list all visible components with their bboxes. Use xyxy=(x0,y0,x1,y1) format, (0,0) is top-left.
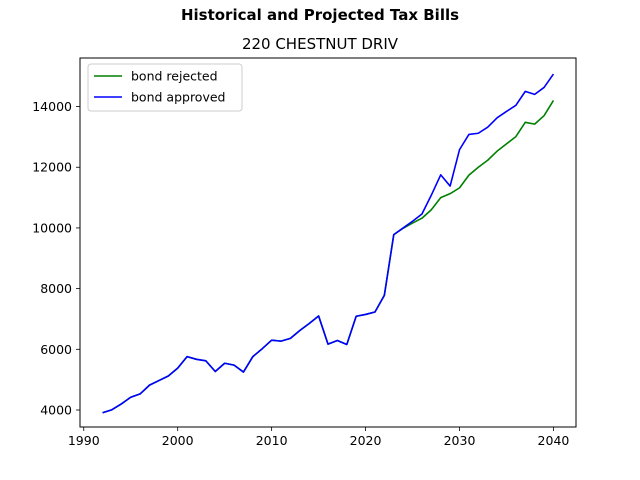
series-line-1 xyxy=(102,73,555,414)
x-tick-label: 2000 xyxy=(162,433,194,448)
series-layer xyxy=(102,73,555,414)
chart-suptitle: Historical and Projected Tax Bills xyxy=(180,6,460,24)
y-tick-label: 14000 xyxy=(32,99,72,114)
legend-label-0: bond rejected xyxy=(131,69,218,84)
legend-box xyxy=(87,63,243,112)
x-tick-label: 2030 xyxy=(444,433,476,448)
x-tick-label: 2040 xyxy=(538,433,570,448)
y-tick-label: 6000 xyxy=(40,342,72,357)
x-tick-label: 1990 xyxy=(68,433,100,448)
legend: bond rejected bond approved xyxy=(87,63,243,112)
series-line-0 xyxy=(102,100,555,414)
x-axis: 1990 2000 2010 2020 2030 2040 xyxy=(68,427,570,448)
y-tick-label: 8000 xyxy=(40,281,72,296)
y-axis: 4000 6000 8000 10000 12000 14000 xyxy=(32,99,80,418)
plot-frame xyxy=(79,57,577,428)
y-tick-label: 12000 xyxy=(32,160,72,175)
legend-label-1: bond approved xyxy=(131,90,225,105)
x-tick-label: 2020 xyxy=(350,433,382,448)
chart-title: 220 CHESTNUT DRIV xyxy=(241,35,399,53)
y-tick-label: 4000 xyxy=(40,403,72,418)
x-tick-label: 2010 xyxy=(256,433,288,448)
y-tick-label: 10000 xyxy=(32,220,72,235)
